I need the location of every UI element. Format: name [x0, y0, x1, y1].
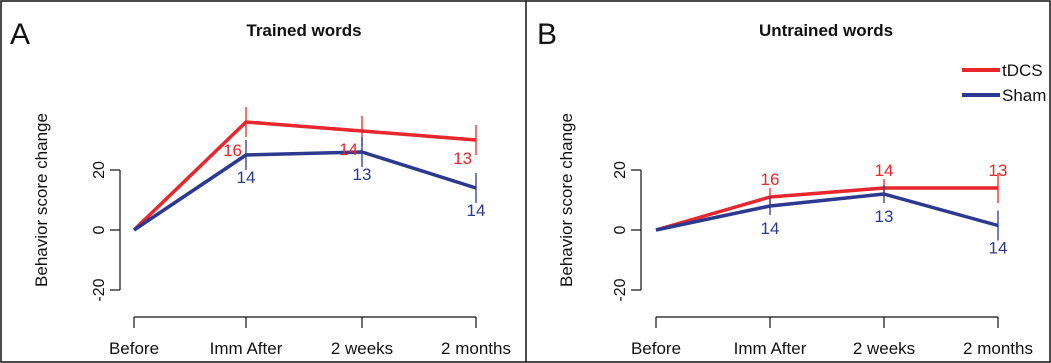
x-tick-label: Imm After [210, 339, 283, 358]
x-tick-label: 2 weeks [331, 339, 393, 358]
panel-a-title: Trained words [246, 21, 361, 40]
n-label-sham: 14 [467, 201, 486, 220]
n-label-tdcs: 16 [761, 170, 780, 189]
series-line-tdcs [132, 120, 477, 232]
series-line-tdcs [655, 186, 998, 232]
panel-a-plot: -20 0 20 Before Imm After 2 weeks 2 months 16 14… [91, 107, 511, 358]
panel-a-ylabel: Behavior score change [32, 113, 51, 287]
n-label-tdcs: 13 [989, 161, 1008, 180]
y-tick-label: 0 [91, 225, 108, 234]
n-label-sham: 14 [237, 168, 256, 187]
panel-b-title: Untrained words [759, 21, 893, 40]
panel-a-letter: A [10, 18, 30, 51]
x-tick-label: Imm After [734, 339, 807, 358]
x-tick-label: Before [109, 339, 159, 358]
panel-b: B Untrained words Behavior score change … [537, 18, 1033, 358]
y-tick-label: -20 [91, 278, 108, 301]
n-label-tdcs: 13 [453, 149, 472, 168]
x-tick-label: 2 months [441, 339, 511, 358]
series-line-sham [133, 150, 477, 232]
y-tick-label: 20 [612, 161, 629, 179]
series-line-sham [655, 192, 999, 232]
panel-b-ylabel: Behavior score change [557, 113, 576, 287]
n-label-sham: 14 [761, 219, 780, 238]
panel-b-letter: B [537, 18, 557, 51]
n-label-tdcs: 16 [223, 141, 242, 160]
y-tick-label: -20 [612, 278, 629, 301]
n-label-sham: 13 [353, 165, 372, 184]
y-tick-label: 20 [91, 161, 108, 179]
legend-label-tdcs: tDCS [1002, 61, 1043, 80]
legend: tDCS Sham [962, 61, 1046, 105]
x-tick-label: 2 weeks [853, 339, 915, 358]
legend-label-sham: Sham [1002, 86, 1046, 105]
x-tick-label: Before [631, 339, 681, 358]
n-label-sham: 14 [989, 239, 1008, 258]
panel-b-plot: -20 0 20 Before Imm After 2 weeks 2 months 16 14… [612, 161, 1033, 358]
x-tick-label: 2 months [963, 339, 1033, 358]
n-label-sham: 13 [875, 207, 894, 226]
y-tick-label: 0 [612, 225, 629, 234]
panel-a: A Trained words Behavior score change -2… [10, 18, 511, 358]
n-label-tdcs: 14 [339, 140, 358, 159]
n-label-tdcs: 14 [875, 161, 894, 180]
